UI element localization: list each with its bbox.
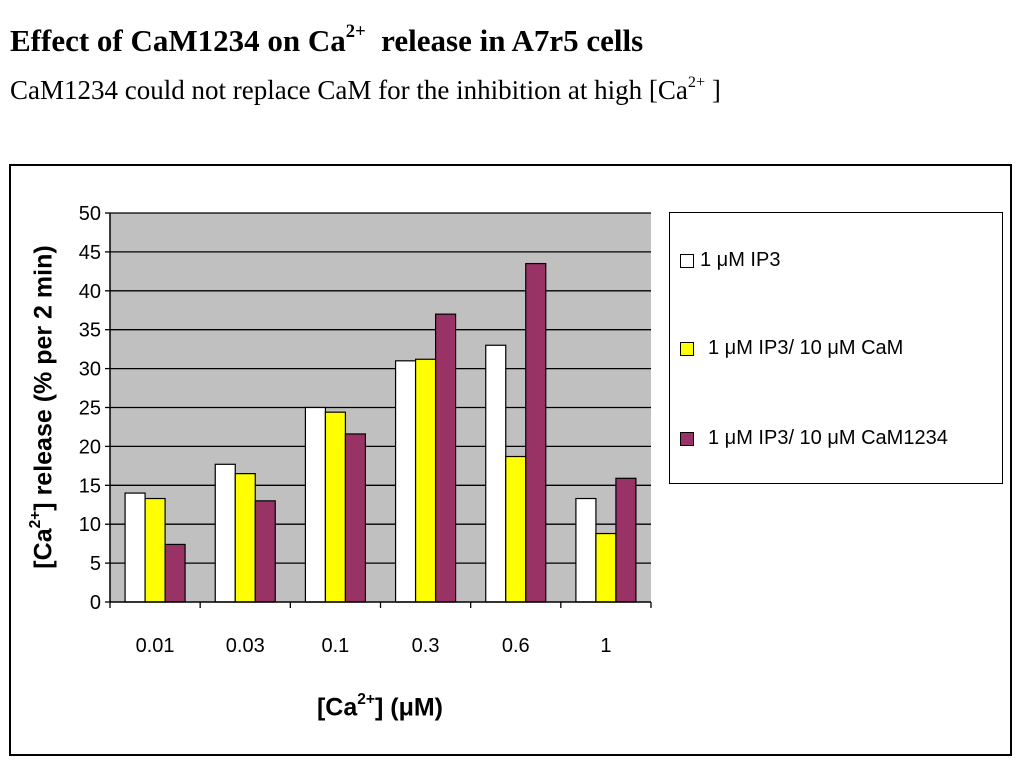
- bar: [164, 543, 186, 603]
- y-tick-label: 0: [90, 592, 101, 614]
- x-tick-label: 0.01: [136, 635, 175, 657]
- bar: [434, 313, 457, 603]
- bar: [144, 497, 166, 603]
- legend-label-ip3: 1 μM IP3: [700, 249, 781, 271]
- y-tick-label: 50: [79, 203, 101, 225]
- legend-label-cam: 1 μM IP3/ 10 μM CaM: [708, 337, 904, 359]
- y-tick-label: 25: [79, 398, 101, 420]
- legend-item-cam1234: 1 μM IP3/ 10 μM CaM1234: [680, 427, 948, 450]
- y-tick-label: 35: [79, 320, 101, 342]
- x-tick-label: 1: [600, 635, 611, 657]
- y-tick-label: 10: [79, 514, 101, 536]
- legend-item-cam: 1 μM IP3/ 10 μM CaM: [680, 337, 903, 360]
- bar: [505, 455, 527, 603]
- slide-subtitle: CaM1234 could not replace CaM for the in…: [10, 72, 721, 105]
- legend-swatch-ip3: [680, 253, 694, 268]
- x-tick-label: 0.6: [502, 635, 530, 657]
- bar: [344, 433, 367, 603]
- legend-swatch-cam: [680, 341, 694, 356]
- y-tick-label: 30: [79, 359, 101, 381]
- y-axis-title: [Ca2+] release (% per 2 min): [26, 245, 58, 569]
- legend-label-cam1234: 1 μM IP3/ 10 μM CaM1234: [708, 427, 948, 449]
- axes: [105, 212, 652, 608]
- bar: [304, 406, 327, 603]
- bars: [124, 262, 637, 603]
- bar: [615, 477, 637, 603]
- bar: [124, 492, 146, 603]
- bar: [234, 473, 256, 603]
- y-tick-label: 5: [90, 553, 101, 575]
- y-tick-label: 40: [79, 281, 101, 303]
- y-tick-label: 15: [79, 475, 101, 497]
- x-tick-label: 0.3: [412, 635, 440, 657]
- tick-labels: 0 5 10 15 20 25 30 35 40 45 50 0.01 0.03 0.1 0.3 0.6 1: [79, 203, 612, 657]
- bar: [414, 358, 437, 603]
- x-axis-title: [Ca2+] (μM): [316, 690, 444, 722]
- legend-item-ip3: 1 μM IP3: [680, 249, 780, 272]
- gridlines: [110, 212, 651, 564]
- bar: [595, 532, 617, 603]
- legend: 1 μM IP3 1 μM IP3/ 10 μM CaM 1 μM IP3/ 1…: [669, 212, 1003, 484]
- x-tick-label: 0.03: [226, 635, 265, 657]
- bar: [324, 411, 347, 603]
- legend-swatch-cam1234: [680, 431, 694, 446]
- bar: [485, 344, 507, 603]
- bar: [394, 360, 417, 603]
- bar: [254, 500, 276, 603]
- y-tick-label: 20: [79, 436, 101, 458]
- x-tick-label: 0.1: [322, 635, 350, 657]
- bar: [575, 497, 597, 603]
- y-tick-label: 45: [79, 242, 101, 264]
- slide-title: Effect of CaM1234 on Ca2+ release in A7r…: [10, 21, 644, 58]
- bar: [525, 262, 547, 603]
- bar: [214, 463, 236, 603]
